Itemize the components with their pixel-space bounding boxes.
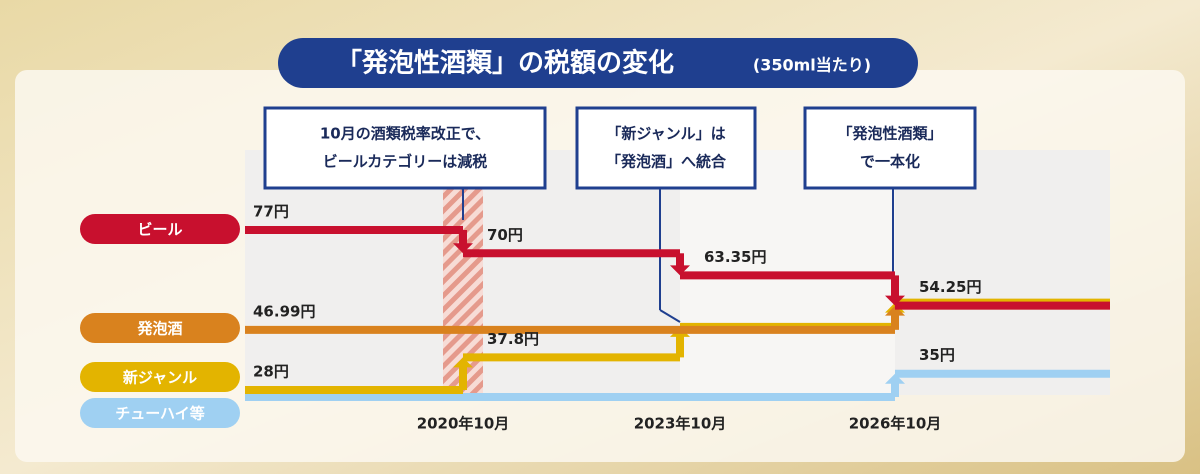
- subtitle: (350ml当たり): [753, 56, 871, 75]
- value-label: 54.25円: [919, 278, 981, 296]
- callout-text: 「新ジャンル」は: [606, 125, 725, 143]
- legend-pill: [80, 313, 240, 343]
- legend-label: 発泡酒: [136, 320, 182, 338]
- step-arrow: [885, 305, 905, 316]
- callout-pointer: [659, 309, 681, 323]
- callout-text: 「発泡酒」へ統合: [606, 153, 727, 171]
- x-tick-label: 2020年10月: [417, 415, 510, 433]
- title: 「発泡性酒類」の税額の変化: [336, 48, 674, 79]
- x-tick-label: 2023年10月: [634, 415, 727, 433]
- title-pill: [278, 38, 918, 88]
- callout-box: [263, 106, 547, 190]
- step-arrow: [453, 357, 473, 368]
- step-arrow: [885, 373, 905, 384]
- value-label: 63.35円: [704, 248, 766, 266]
- callout-text: ビールカテゴリーは減税: [323, 153, 488, 171]
- value-label: 35円: [919, 346, 955, 364]
- value-label: 70円: [487, 226, 523, 244]
- value-label: 46.99円: [253, 302, 315, 320]
- step-arrow: [453, 243, 473, 254]
- step-arrow: [885, 295, 905, 306]
- callout-text: 10月の酒類税率改正で、: [320, 125, 490, 143]
- callout-text: 「発泡性酒類」: [837, 125, 942, 143]
- callout-box: [803, 106, 977, 190]
- callout-text: で一本化: [860, 153, 920, 171]
- legend-pill: [80, 398, 240, 428]
- value-label: 77円: [253, 203, 289, 221]
- callout-box: [575, 106, 757, 190]
- legend-label: チューハイ等: [115, 405, 204, 423]
- legend-pill: [80, 362, 240, 392]
- legend-label: 新ジャンル: [123, 369, 197, 387]
- legend-label: ビール: [137, 221, 182, 239]
- value-label: 28円: [253, 363, 289, 381]
- x-tick-label: 2026年10月: [849, 415, 942, 433]
- value-label: 37.8円: [487, 330, 539, 348]
- step-arrow: [670, 265, 690, 276]
- legend-pill: [80, 214, 240, 244]
